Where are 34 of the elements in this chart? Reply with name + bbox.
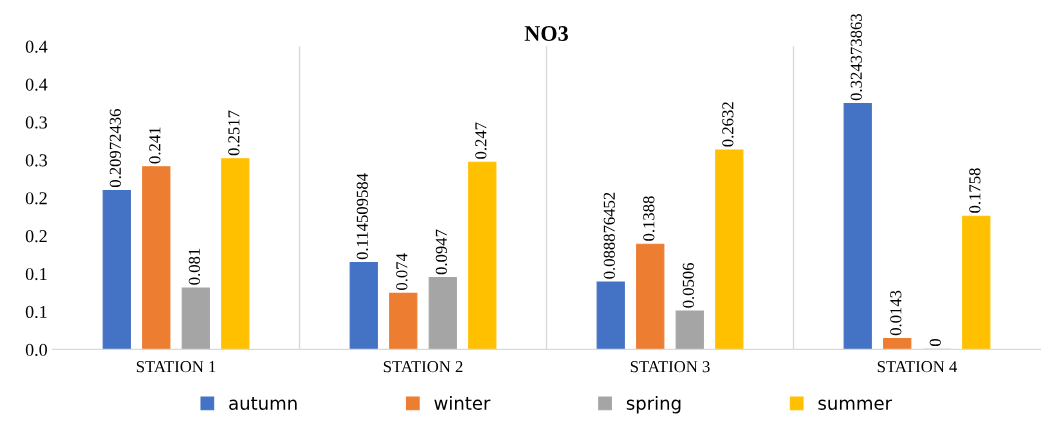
data-label: 0.0143	[890, 290, 902, 336]
legend-label: summer	[818, 399, 893, 410]
y-tick-label: 0.3	[25, 116, 47, 129]
y-tick-label: 0.2	[25, 192, 47, 205]
data-label: 0.20972436	[109, 109, 122, 188]
data-label: 0.2517	[228, 110, 240, 156]
data-label: 0.324373863	[850, 13, 862, 101]
x-tick-label: STATION 4	[877, 361, 958, 373]
data-label: 0.1758	[969, 168, 981, 213]
y-tick-label: 0.4	[25, 78, 48, 91]
legend-label: autumn	[229, 397, 297, 410]
data-label: 0.081	[188, 248, 201, 285]
data-label: 0.074	[396, 253, 408, 290]
chart-title: NO3	[524, 26, 568, 41]
x-tick-label: STATION 2	[383, 361, 463, 373]
y-tick-label: 0.2	[25, 230, 47, 243]
y-tick-label: 0.1	[25, 267, 47, 281]
data-label: 0.0947	[435, 229, 448, 275]
x-tick-label: STATION 3	[630, 361, 710, 373]
data-label: 0	[929, 338, 941, 347]
x-tick-label: STATION 1	[136, 361, 216, 373]
y-tick-label: 0.1	[25, 305, 47, 319]
y-tick-label: 0.3	[25, 154, 47, 167]
data-label: 0.1388	[643, 196, 655, 241]
y-tick-label: 0.4	[25, 40, 48, 53]
data-label: 0.114509584	[356, 173, 368, 260]
legend-label: spring	[626, 395, 681, 414]
y-tick-label: 0.0	[25, 343, 47, 356]
data-label: 0.247	[475, 122, 487, 159]
data-label: 0.241	[149, 127, 161, 164]
data-label: 0.0506	[682, 262, 695, 308]
legend-label: winter	[434, 395, 491, 410]
data-label: 0.088876452	[603, 192, 615, 279]
data-label: 0.2632	[722, 102, 734, 147]
